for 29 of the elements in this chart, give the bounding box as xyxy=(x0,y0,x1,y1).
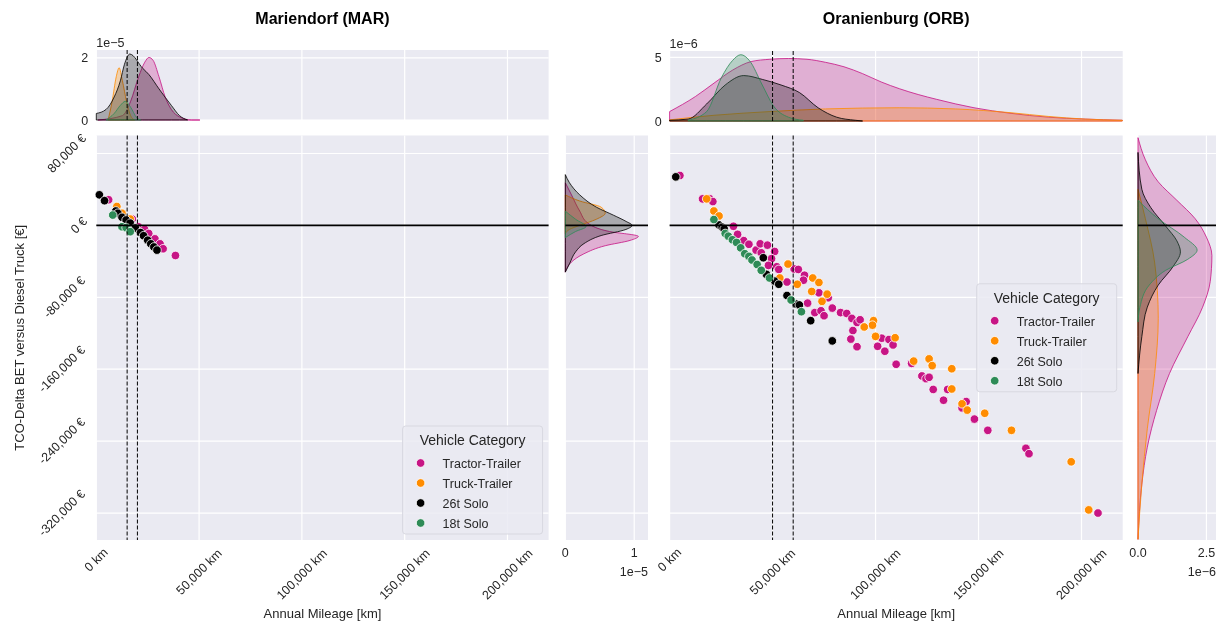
text: 1e−6 xyxy=(1187,565,1217,579)
x-tick-label: 2.5 xyxy=(1197,546,1216,560)
y-tick-label: 5 xyxy=(654,50,662,65)
legend-label: 18t Solo xyxy=(1016,374,1063,389)
y-axis-title: TCO-Delta BET versus Diesel Truck [€] xyxy=(12,224,27,451)
legend-label: 18t Solo xyxy=(442,517,489,531)
x-tick-label: 0 km xyxy=(81,545,111,575)
legend-title: Vehicle Category xyxy=(993,289,1100,306)
chart-title: Oranienburg (ORB) xyxy=(822,10,970,27)
chart-title: Mariendorf (MAR) xyxy=(255,10,390,27)
y-tick-label: 0 xyxy=(81,113,89,128)
legend-label: Truck-Trailer xyxy=(1016,334,1087,349)
annotation: 1e−6 xyxy=(669,37,698,51)
y-tick-label: 0 € xyxy=(67,214,91,237)
legend-label: Tractor-Trailer xyxy=(1016,314,1095,329)
legend-title: Vehicle Category xyxy=(419,432,526,448)
x-tick-label: 0 km xyxy=(655,545,685,575)
legend-label: Tractor-Trailer xyxy=(442,457,521,471)
text: 1e−5 xyxy=(619,565,649,579)
x-tick-label: 0.0 xyxy=(1129,546,1147,560)
x-axis-title: Annual Mileage [km] xyxy=(837,606,956,621)
x-axis-title: Annual Mileage [km] xyxy=(263,606,382,621)
y-tick-label: 2 xyxy=(81,51,89,66)
text: 1e−5 xyxy=(96,36,125,50)
legend-label: 26t Solo xyxy=(1016,354,1063,369)
legend-label: 26t Solo xyxy=(442,497,489,511)
legend-label: Truck-Trailer xyxy=(442,477,513,491)
x-tick-label: 1 xyxy=(630,546,638,560)
x-tick-label: 0 xyxy=(561,546,569,560)
